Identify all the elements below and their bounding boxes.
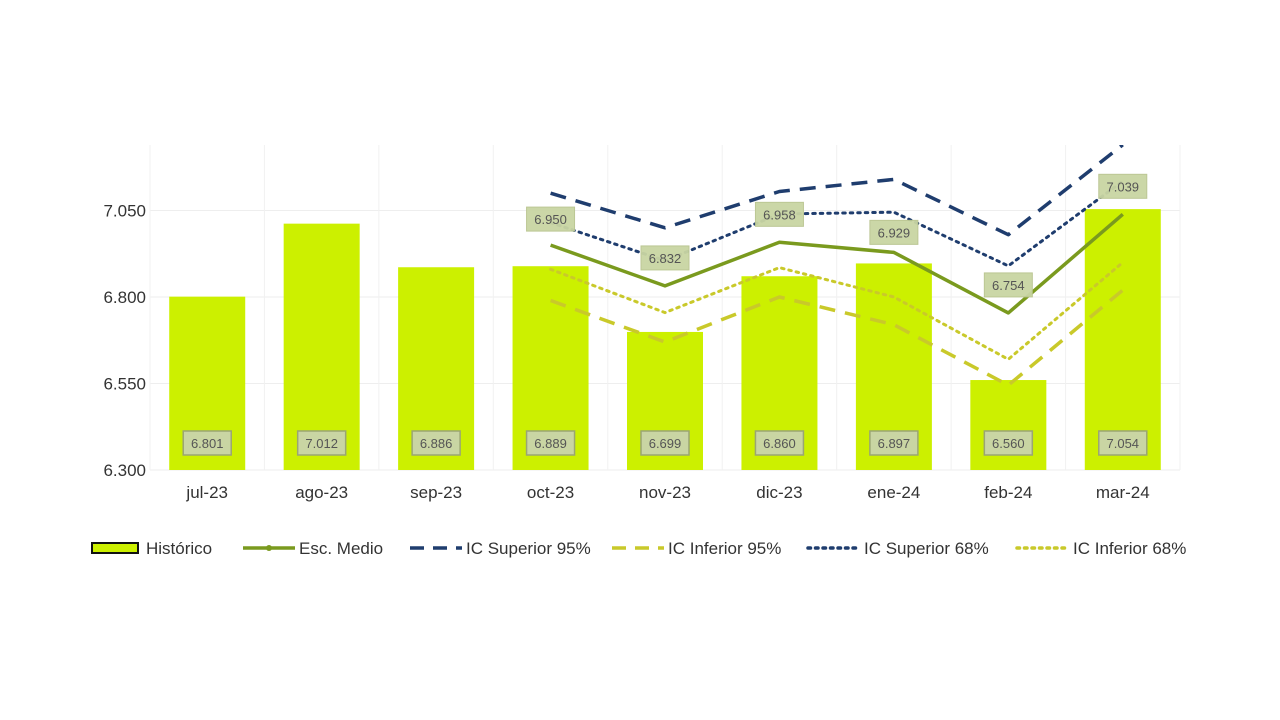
x-tick-label: ene-24 [867, 483, 920, 502]
bar-data-label-box [869, 430, 919, 456]
bar-data-label: 6.889 [534, 436, 567, 451]
bar-data-label-box [1098, 430, 1148, 456]
x-tick-label: jul-23 [185, 483, 228, 502]
x-tick-label: ago-23 [295, 483, 348, 502]
legend-swatch [91, 542, 139, 554]
line-data-label: 6.929 [878, 225, 911, 240]
bar-data-label-box [525, 430, 576, 456]
bar-data-label-box [411, 430, 461, 456]
line-ic-inferior-68- [549, 260, 1125, 361]
legend-label: IC Superior 95% [466, 539, 591, 558]
x-tick-label: mar-24 [1096, 483, 1150, 502]
x-tick-label: nov-23 [639, 483, 691, 502]
bar-data-label: 6.560 [992, 436, 1025, 451]
bar-data-label: 7.012 [305, 436, 338, 451]
line-data-label: 7.039 [1107, 179, 1140, 194]
line-data-label: 6.950 [534, 212, 567, 227]
legend-label: Histórico [146, 539, 212, 558]
bar-data-label: 6.801 [191, 436, 224, 451]
line-data-label: 6.958 [763, 207, 796, 222]
line-data-label-box [526, 206, 576, 232]
legend-label: IC Inferior 95% [668, 539, 781, 558]
line-ic-superior-95- [550, 145, 1124, 237]
y-tick-label: 6.800 [103, 288, 146, 307]
legend-label: IC Inferior 68% [1073, 539, 1186, 558]
line-data-label: 6.754 [992, 278, 1025, 293]
bar-feb-24 [970, 380, 1047, 470]
y-axis: 6.300 6.550 6.800 7.050 [103, 202, 146, 481]
data-labels: 6.801 7.012 6.886 6.889 6.699 6.860 6.897 6.560… [182, 173, 1148, 456]
bar-data-label-box [296, 430, 347, 456]
bar-data-label-box [640, 430, 690, 456]
line-data-label-box [754, 201, 804, 227]
y-tick-label: 7.050 [103, 202, 146, 221]
bar-data-label: 6.897 [878, 436, 911, 451]
bar-data-label-box [983, 430, 1034, 456]
bar-data-label: 7.054 [1107, 436, 1140, 451]
legend-label: IC Superior 68% [864, 539, 989, 558]
bar-data-label-box [182, 430, 232, 456]
bar-data-label: 6.860 [763, 436, 796, 451]
bar-data-label-box [754, 430, 805, 456]
x-tick-label: feb-24 [984, 483, 1032, 502]
legend-label: Esc. Medio [299, 539, 383, 558]
y-tick-label: 6.550 [103, 375, 146, 394]
x-tick-label: sep-23 [410, 483, 462, 502]
bar-ago-23 [283, 223, 360, 470]
x-axis: jul-23 ago-23 sep-23 oct-23 nov-23 dic-23 ene-… [185, 483, 1149, 502]
line-data-label: 6.832 [649, 251, 682, 266]
bar-mar-24 [1084, 209, 1161, 470]
x-tick-label: dic-23 [756, 483, 802, 502]
line-data-label-box [1098, 173, 1148, 199]
legend: Histórico Esc. Medio IC Superior 95% IC Inf… [91, 539, 1186, 558]
legend-marker [266, 545, 272, 551]
y-tick-label: 6.300 [103, 461, 146, 480]
bar-data-label: 6.699 [649, 436, 682, 451]
x-tick-label: oct-23 [527, 483, 574, 502]
line-data-label-box [983, 272, 1033, 298]
line-data-label-box [869, 219, 919, 245]
line-data-label-box [640, 245, 690, 271]
bar-data-label: 6.886 [420, 436, 453, 451]
